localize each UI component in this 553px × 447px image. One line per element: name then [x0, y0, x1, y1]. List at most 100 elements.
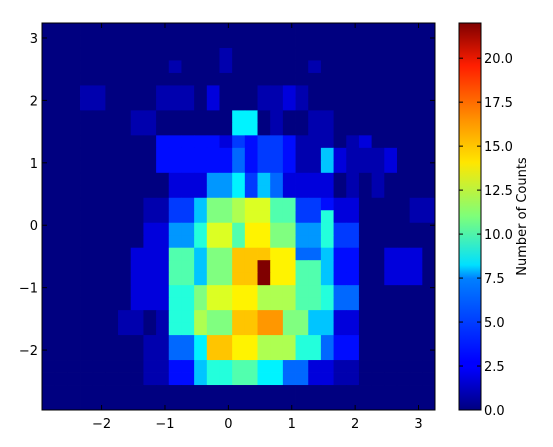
- heatmap-cell: [232, 347, 246, 361]
- heatmap-cell: [130, 122, 144, 136]
- heatmap-cell: [67, 310, 81, 324]
- heatmap-cell: [295, 310, 309, 324]
- heatmap-cell: [270, 260, 284, 274]
- heatmap-cell: [384, 322, 398, 336]
- heatmap-cell: [54, 85, 68, 99]
- heatmap-cell: [194, 72, 208, 86]
- heatmap-cell: [333, 247, 347, 261]
- heatmap-cell: [130, 85, 144, 99]
- heatmap-cell: [282, 360, 296, 373]
- heatmap-cell: [92, 160, 106, 174]
- heatmap-cell: [333, 147, 347, 161]
- heatmap-cell: [168, 397, 182, 411]
- heatmap-cell: [409, 85, 423, 99]
- heatmap-cell: [219, 97, 233, 111]
- heatmap-cell: [244, 310, 258, 324]
- heatmap-cell: [168, 197, 182, 211]
- heatmap-cell: [54, 172, 68, 186]
- heatmap-cell: [118, 360, 132, 373]
- colorbar-label: Number of Counts: [515, 157, 530, 276]
- heatmap-cell: [156, 172, 170, 186]
- heatmap-cell: [219, 160, 233, 174]
- heatmap-cell: [308, 235, 322, 249]
- heatmap-cell: [105, 85, 119, 99]
- heatmap-cell: [42, 147, 56, 161]
- heatmap-cell: [282, 347, 296, 361]
- heatmap-cell: [130, 147, 144, 161]
- heatmap-cell: [384, 310, 398, 324]
- heatmap-cell: [92, 372, 106, 386]
- heatmap-cell: [384, 197, 398, 211]
- heatmap-cell: [409, 322, 423, 336]
- heatmap-cell: [42, 122, 56, 136]
- heatmap-cell: [409, 23, 423, 36]
- heatmap-cell: [384, 35, 398, 49]
- heatmap-cell: [118, 160, 132, 174]
- heatmap-cell: [257, 272, 271, 286]
- heatmap-cell: [67, 135, 81, 149]
- heatmap-cell: [54, 285, 68, 299]
- heatmap-cell: [194, 310, 208, 324]
- heatmap-cell: [295, 272, 309, 286]
- heatmap-cell: [232, 235, 246, 249]
- heatmap-cell: [358, 247, 373, 261]
- heatmap-cell: [244, 72, 258, 86]
- heatmap-cell: [295, 235, 309, 249]
- heatmap-cell: [118, 297, 132, 311]
- heatmap-cell: [80, 147, 94, 161]
- heatmap-cell: [333, 47, 347, 61]
- heatmap-cell: [156, 322, 170, 336]
- heatmap-cell: [219, 397, 233, 411]
- heatmap-cell: [422, 185, 436, 199]
- heatmap-cell: [118, 247, 132, 261]
- heatmap-cell: [257, 185, 271, 199]
- heatmap-cell: [257, 122, 271, 136]
- heatmap-cell: [42, 47, 56, 61]
- heatmap-cell: [143, 97, 157, 111]
- heatmap-cell: [295, 285, 309, 299]
- heatmap-cell: [143, 260, 157, 274]
- heatmap-cell: [346, 235, 360, 249]
- heatmap-cell: [219, 260, 233, 274]
- heatmap-cell: [168, 160, 182, 174]
- heatmap-cell: [270, 297, 284, 311]
- heatmap-cell: [409, 272, 423, 286]
- heatmap-cell: [308, 35, 322, 49]
- heatmap-cell: [409, 172, 423, 186]
- heatmap-cell: [257, 285, 271, 299]
- heatmap-cell: [396, 122, 411, 136]
- heatmap-cell: [181, 147, 195, 161]
- colorbar-tick-label: 17.5: [484, 96, 513, 111]
- heatmap-cell: [206, 297, 220, 311]
- heatmap-cell: [181, 60, 195, 74]
- heatmap-cell: [358, 185, 373, 199]
- heatmap-cell: [219, 122, 233, 136]
- heatmap-cell: [194, 60, 208, 74]
- heatmap-cell: [80, 372, 94, 386]
- x-tick-label: −2: [92, 417, 111, 432]
- heatmap-cell: [270, 372, 284, 386]
- heatmap-cell: [67, 247, 81, 261]
- heatmap-cell: [422, 322, 436, 336]
- heatmap-cell: [232, 60, 246, 74]
- heatmap-cell: [295, 260, 309, 274]
- heatmap-cell: [358, 60, 373, 74]
- heatmap-cell: [143, 297, 157, 311]
- heatmap-cell: [80, 122, 94, 136]
- heatmap-cell: [358, 72, 373, 86]
- heatmap-cell: [358, 297, 373, 311]
- heatmap-cell: [92, 97, 106, 111]
- heatmap-cell: [42, 210, 56, 224]
- heatmap-cell: [282, 110, 296, 124]
- heatmap-cell: [257, 160, 271, 174]
- heatmap-cell: [333, 372, 347, 386]
- heatmap-cell: [270, 335, 284, 348]
- heatmap-cell: [320, 110, 334, 124]
- heatmap-cell: [42, 372, 56, 386]
- heatmap-cell: [130, 247, 144, 261]
- heatmap-cell: [333, 110, 347, 124]
- heatmap-cell: [54, 97, 68, 111]
- heatmap-cell: [92, 185, 106, 199]
- heatmap-cell: [371, 110, 385, 124]
- heatmap-cell: [156, 310, 170, 324]
